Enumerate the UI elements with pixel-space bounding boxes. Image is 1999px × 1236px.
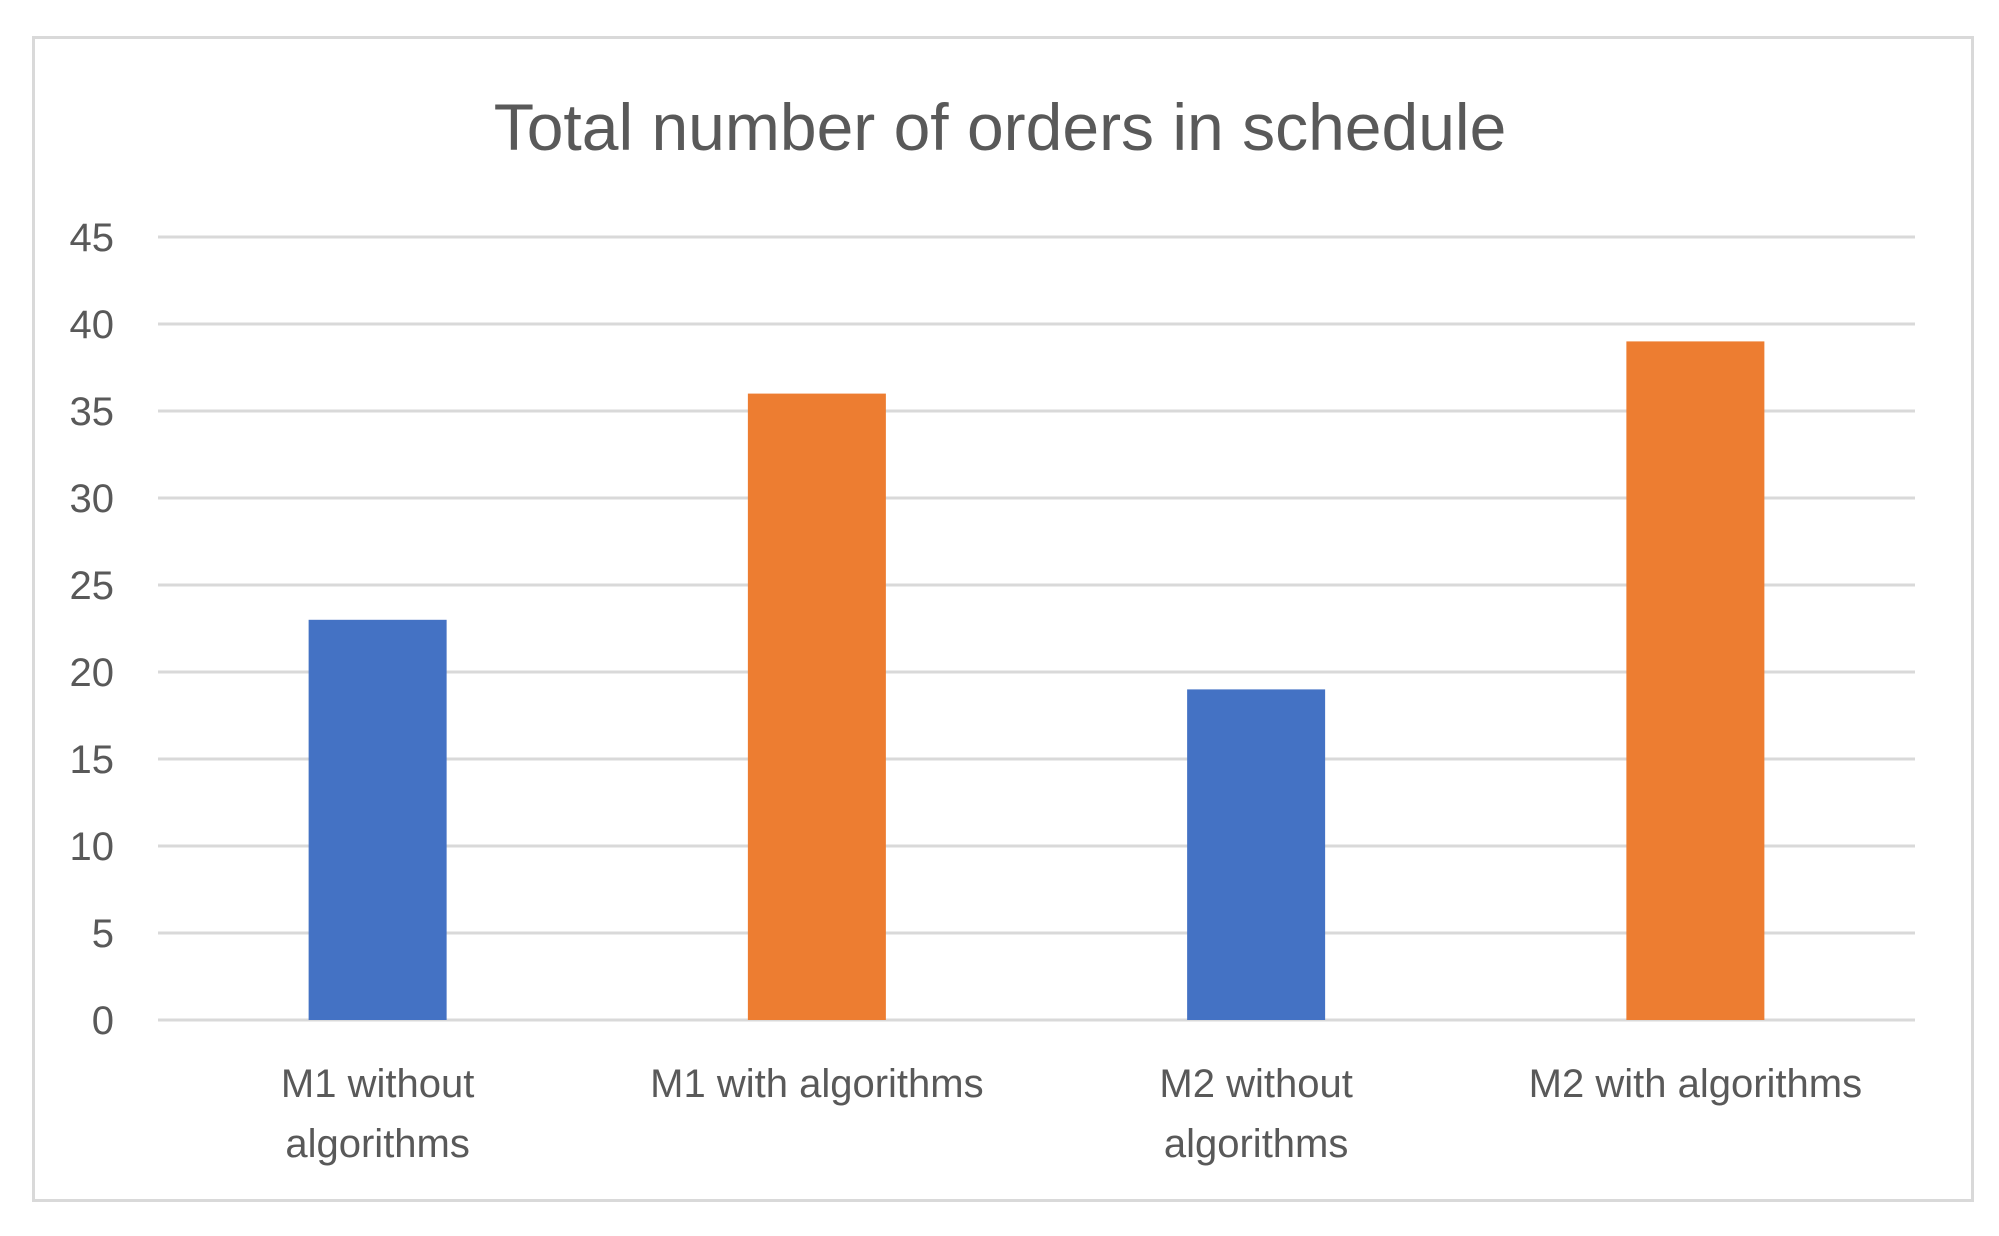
y-tick-label: 20: [70, 651, 115, 695]
x-category-label: algorithms: [1164, 1122, 1349, 1166]
y-tick-label: 10: [70, 825, 115, 869]
bar: [747, 393, 886, 1021]
y-tick-label: 40: [70, 303, 115, 347]
bar: [1187, 689, 1326, 1020]
x-axis-labels: M1 without algorithms M1 with algorithms M2…: [281, 1062, 1862, 1166]
x-category-label: algorithms: [285, 1122, 470, 1166]
x-category-label: M1 with algorithms: [650, 1062, 983, 1106]
y-axis-ticks: 0 5 10 15 20 25 30 35 40 45: [70, 216, 115, 1043]
bars: [308, 341, 1765, 1021]
y-tick-label: 0: [92, 999, 114, 1043]
y-tick-label: 15: [70, 738, 115, 782]
y-tick-label: 5: [92, 912, 114, 956]
y-tick-label: 25: [70, 564, 115, 608]
bar: [308, 619, 447, 1020]
y-tick-label: 45: [70, 216, 115, 260]
x-category-label: M1 without: [281, 1062, 474, 1106]
chart-title: Total number of orders in schedule: [494, 90, 1507, 164]
x-category-label: M2 without: [1159, 1062, 1352, 1106]
y-tick-label: 30: [70, 477, 115, 521]
gridlines: [158, 235, 1915, 1022]
x-category-label: M2 with algorithms: [1529, 1062, 1862, 1106]
bar: [1626, 341, 1765, 1020]
y-tick-label: 35: [70, 390, 115, 434]
